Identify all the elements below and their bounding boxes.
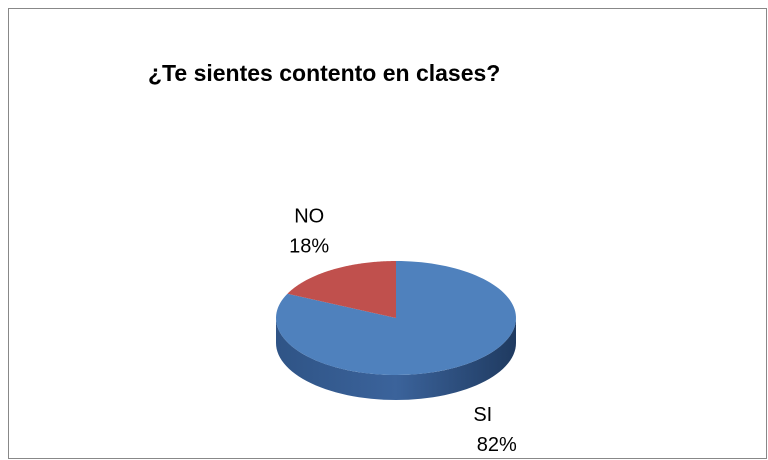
pie-slice (287, 261, 396, 318)
value-label: 82% (477, 434, 517, 456)
chart-title: ¿Te sientes contento en clases? (148, 60, 500, 86)
category-label: NO (294, 206, 324, 228)
category-label: SI (473, 404, 492, 426)
value-label: 18% (289, 236, 329, 258)
pie-slice (276, 261, 516, 375)
pie-side (276, 318, 516, 400)
